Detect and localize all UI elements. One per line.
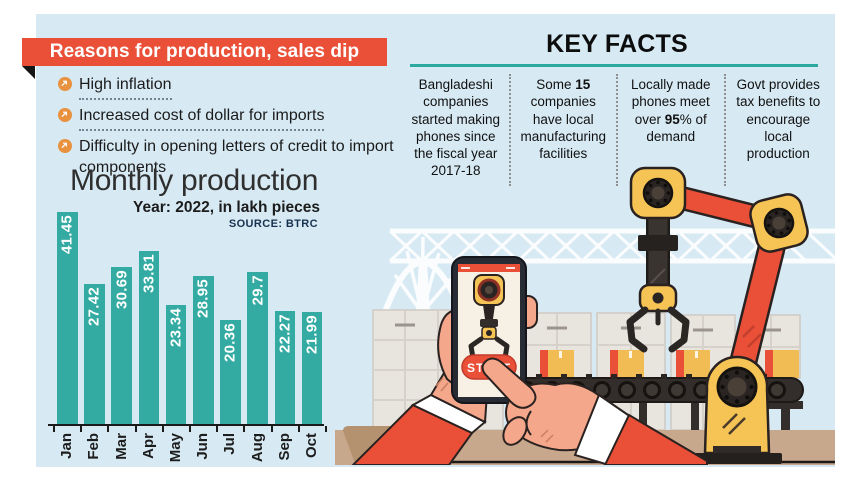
bar-value-label: 23.34 [167, 308, 185, 348]
fact-item: Locally made phones meet over 95% of dem… [616, 74, 724, 186]
arrow-up-right-icon: ➜ [57, 76, 72, 91]
axis-tick [189, 426, 191, 432]
bar-value-label: 22.27 [276, 314, 294, 354]
axis-tick [243, 426, 246, 432]
month-label: Apr [139, 433, 157, 459]
reason-text: Difficulty in opening letters of credit … [79, 138, 394, 176]
axis-tick [325, 426, 327, 432]
fact-item: Bangladeshi companies started making pho… [411, 77, 501, 179]
key-facts-underline [410, 64, 818, 67]
bar-value-label: 30.69 [113, 270, 131, 310]
robot-arm [626, 166, 809, 464]
list-item: ➜ High inflation [58, 74, 398, 100]
chart-source: SOURCE: BTRC [228, 218, 318, 230]
arrow-up-right-icon: ➜ [57, 107, 72, 122]
reason-text: Increased cost of dollar for imports [79, 105, 325, 131]
bar: 41.45 [57, 212, 78, 425]
bar-value-label: 33.81 [140, 254, 158, 294]
bar: 27.42 [84, 284, 105, 425]
factory-illustration: START [335, 166, 835, 465]
chart-title: Monthly production [70, 164, 319, 197]
month-label: Mar [112, 433, 130, 460]
phone-status-bar [458, 264, 520, 272]
bar-value-label: 20.36 [221, 323, 239, 363]
hands-and-phone: START [351, 256, 708, 465]
key-facts-title: KEY FACTS [546, 30, 688, 58]
month-label: Jan [58, 433, 76, 459]
axis-tick [161, 426, 164, 432]
bar: 33.81 [138, 251, 160, 425]
month-label: Oct [303, 433, 321, 459]
axis-tick [216, 426, 219, 432]
list-item: ➜ Difficulty in opening letters of credi… [58, 136, 398, 181]
list-item: ➜ Increased cost of dollar for imports [58, 105, 398, 131]
bar: 20.36 [220, 320, 241, 425]
reason-text: High inflation [79, 74, 172, 100]
shoulder-joint [629, 166, 687, 220]
bar-value-label: 28.95 [194, 279, 212, 319]
month-label: Jul [221, 433, 239, 455]
axis-tick [53, 426, 55, 432]
month-label: Sep [275, 433, 293, 461]
arrow-up-right-icon: ➜ [57, 138, 72, 153]
x-axis-line [48, 424, 324, 426]
month-label: Feb [85, 433, 103, 460]
bar-value-label: 27.42 [85, 287, 103, 327]
axis-tick [80, 426, 83, 432]
bar: 29.7 [247, 272, 268, 425]
robot-base [692, 355, 782, 464]
right-sleeve [603, 413, 708, 465]
conveyor-boxes [540, 350, 799, 378]
axis-tick [107, 426, 110, 432]
elbow-joint [749, 193, 809, 253]
axis-tick [297, 426, 300, 432]
key-facts-row: Bangladeshi companies started making pho… [403, 74, 831, 186]
reasons-banner-title: Reasons for production, sales dip [49, 41, 360, 62]
fact-item: Some 15 companies have local manufacturi… [508, 74, 617, 186]
bar: 30.69 [111, 267, 132, 425]
month-labels: Jan Feb Mar Apr May Jun Jul Aug Sep Oct [57, 433, 333, 471]
index-finger [481, 357, 537, 409]
month-label: Jun [194, 433, 212, 460]
bar-value-label: 41.45 [58, 215, 76, 255]
fact-item: Govt provides tax benefits to encourage … [723, 74, 832, 186]
axis-tick [134, 426, 137, 432]
bar-value-label: 29.7 [249, 275, 267, 306]
bar-chart: 41.45 27.42 30.69 33.81 23.34 28.95 20.36 29.7 2… [57, 212, 333, 425]
reasons-banner: Reasons for production, sales dip [22, 38, 387, 66]
ribbon-fold [22, 66, 35, 79]
bar: 22.27 [274, 311, 296, 425]
bar: 21.99 [301, 312, 323, 425]
chart-subtitle: Year: 2022, in lakh pieces [133, 199, 320, 216]
bar-value-label: 21.99 [303, 315, 321, 355]
axis-tick [270, 426, 273, 432]
month-label: Aug [248, 433, 266, 463]
month-label: May [167, 433, 185, 463]
reasons-list: ➜ High inflation ➜ Increased cost of dol… [58, 74, 398, 186]
bar: 23.34 [165, 305, 187, 425]
bar: 28.95 [193, 276, 214, 425]
gripper-claw [626, 283, 690, 353]
right-hand [481, 357, 708, 465]
